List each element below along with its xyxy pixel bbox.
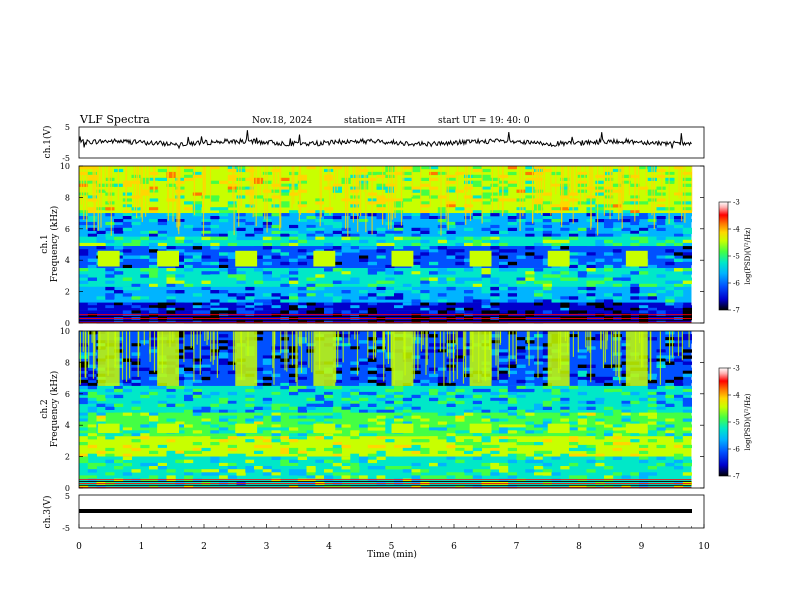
frequency-tick-label: 0 [65,484,70,493]
ch3-voltage-panel: 5 -5 ch.3(V) 0 1 2 3 4 5 6 7 8 9 10 Time (min) [42,492,710,560]
ch1-ytick-top: 5 [65,123,70,132]
colorbar-tick-label: -3 [733,365,740,373]
time-tick-label: 2 [201,542,207,552]
chart-title: VLF Spectra [79,113,150,126]
frequency-tick-label: 10 [60,162,70,171]
ch2-spectrogram-image [79,331,692,489]
start-ut-label: start UT = 19: 40: 0 [438,116,530,126]
frequency-tick-label: 2 [65,288,70,297]
ch3-ytick-top: 5 [65,492,70,501]
colorbar-tick-label: -4 [733,392,740,400]
frequency-tick-label: 2 [65,453,70,462]
spectrogram-patch [469,423,492,434]
ch1-colorbar-label: log(PSD)(V²/Hz) [744,227,752,284]
ch2-spectrogram-ylabel-frequency: Frequency (kHz) [49,371,60,448]
colorbar-tick-label: -4 [733,226,740,234]
x-axis-label: Time (min) [367,549,417,560]
date-label: Nov.18, 2024 [252,116,313,126]
time-tick-label: 3 [264,542,270,552]
ch1-spectrogram-ylabel-channel: ch.1 [40,234,50,253]
spectrogram-patch [157,423,179,434]
spectrogram-patch [235,423,258,434]
spectrogram-patch [547,250,570,267]
spectrogram-patch [391,423,414,434]
ch3-voltage-ylabel: ch.3(V) [42,496,53,529]
colorbar-tick-label: -5 [733,253,740,261]
ch1-voltage-trace [78,130,692,150]
frequency-tick-label: 0 [65,319,70,328]
ch1-ytick-bottom: -5 [62,154,70,163]
colorbar-tick-label: -5 [733,419,740,427]
ch2-spectrogram-ylabel-channel: ch.2 [40,399,50,418]
frequency-tick-label: 4 [65,421,70,430]
colorbar-tick-label: -3 [733,199,740,207]
frequency-tick-label: 6 [65,390,70,399]
ch2-colorbar: -3 -4 -5 -6 -7 log(PSD)(V²/Hz) [718,365,752,481]
colorbar-tick-label: -6 [733,446,740,454]
ch2-spectrogram-panel: 0 2 4 6 8 10 ch.2 Frequency (kHz) [40,327,705,493]
colorbar-tick-label: -7 [733,473,740,481]
spectrogram-patch [547,423,570,434]
time-tick-label: 6 [451,542,457,552]
ch3-ytick-bottom: -5 [62,524,70,533]
ch2-colorbar-label: log(PSD)(V²/Hz) [744,393,752,450]
spectrogram-patch [97,423,120,434]
time-tick-label: 10 [698,542,710,552]
ch1-voltage-ylabel: ch.1(V) [42,126,53,159]
frequency-tick-label: 6 [65,225,70,234]
time-tick-label: 1 [139,542,145,552]
spectrogram-patch [469,250,492,267]
spectrogram-patch [235,250,258,267]
ch1-colorbar: -3 -4 -5 -6 -7 log(PSD)(V²/Hz) [718,199,752,315]
frequency-tick-label: 4 [65,256,70,265]
frequency-tick-label: 8 [65,193,70,202]
spectrogram-patch [157,250,179,267]
colorbar-tick-label: -7 [733,307,740,315]
time-tick-label: 4 [326,542,332,552]
spectrogram-patch [313,423,336,434]
colorbar-tick-label: -6 [733,280,740,288]
spectrogram-patch [313,250,336,267]
time-tick-label: 7 [514,542,520,552]
time-tick-label: 8 [576,542,582,552]
frequency-tick-label: 10 [60,327,70,336]
ch1-spectrogram-ylabel-frequency: Frequency (kHz) [49,206,60,283]
spectrogram-patch [625,250,648,267]
ch1-voltage-panel: 5 -5 ch.1(V) [42,123,705,163]
spectrogram-patch [391,250,414,267]
spectrogram-patch [97,250,120,267]
time-tick-label: 5 [389,542,395,552]
time-tick-label: 9 [639,542,645,552]
ch1-spectrogram-image [79,166,693,324]
station-label: station= ATH [344,116,406,126]
frequency-tick-label: 8 [65,358,70,367]
spectrogram-patch [625,423,648,434]
ch1-spectrogram-panel: 0 2 4 6 8 10 ch.1 Frequency (kHz) [40,162,705,328]
time-tick-label: 0 [76,542,82,552]
